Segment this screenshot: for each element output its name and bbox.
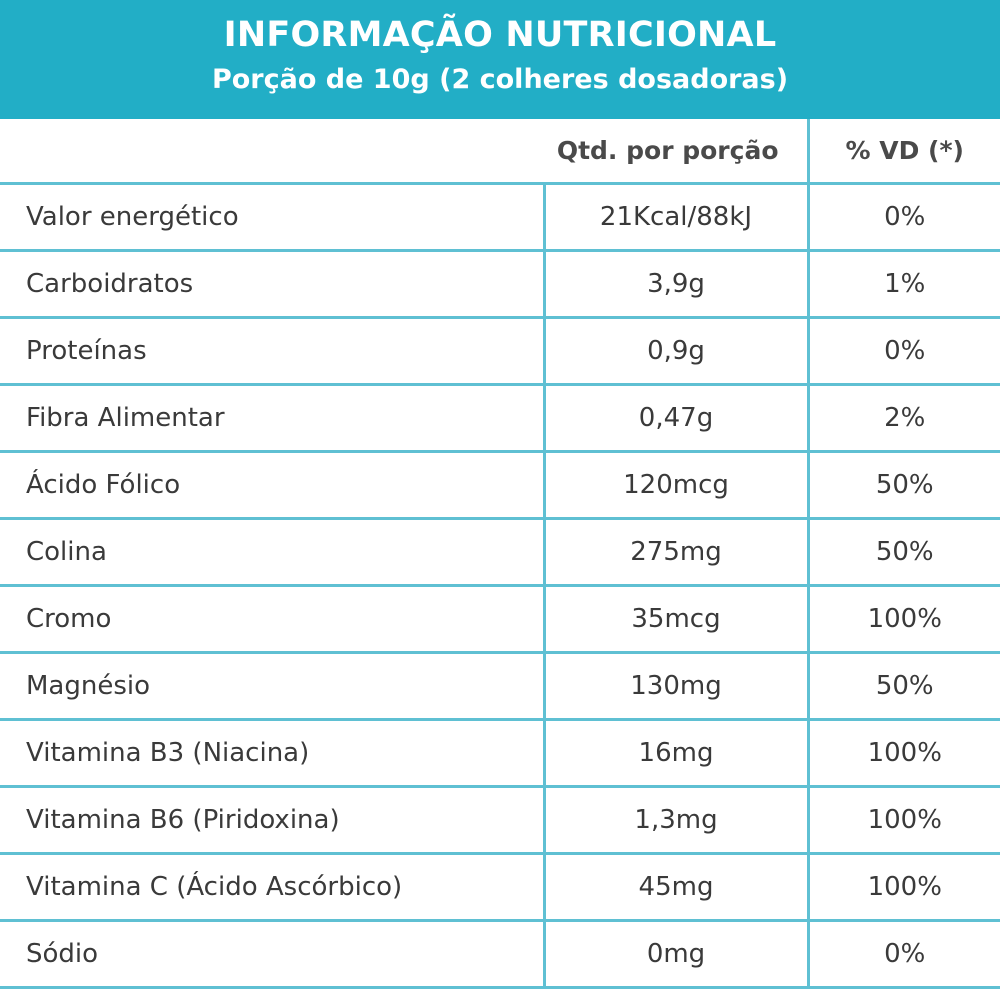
nutrient-daily-value: 0% (806, 920, 1000, 989)
nutrient-name: Sódio (0, 920, 544, 989)
nutrient-daily-value: 2% (806, 384, 1000, 453)
nutrition-header: INFORMAÇÃO NUTRICIONAL Porção de 10g (2 … (0, 0, 1000, 119)
nutrient-daily-value: 0% (806, 317, 1000, 386)
nutrient-daily-value: 50% (806, 451, 1000, 520)
nutrient-quantity: 35mcg (542, 585, 808, 654)
nutrient-name: Vitamina B3 (Niacina) (0, 719, 544, 788)
nutrient-name: Magnésio (0, 652, 544, 721)
nutrient-name: Ácido Fólico (0, 451, 544, 520)
nutrient-name: Vitamina B6 (Piridoxina) (0, 786, 544, 855)
nutrient-daily-value: 100% (806, 585, 1000, 654)
nutrient-quantity: 0,9g (542, 317, 808, 386)
table-row: Fibra Alimentar 0,47g 2% (0, 384, 1000, 453)
nutrient-quantity: 275mg (542, 518, 808, 587)
nutrition-table: Qtd. por porção % VD (*) Valor energétic… (0, 119, 1000, 989)
nutrient-daily-value: 50% (806, 652, 1000, 721)
nutrient-quantity: 0,47g (542, 384, 808, 453)
nutrition-title: INFORMAÇÃO NUTRICIONAL (223, 15, 777, 55)
column-header-quantity: Qtd. por porção (544, 119, 808, 185)
nutrient-daily-value: 1% (806, 250, 1000, 319)
nutrient-quantity: 120mcg (542, 451, 808, 520)
table-row: Sódio 0mg 0% (0, 920, 1000, 989)
column-header-nutrient (0, 119, 544, 185)
nutrient-name: Carboidratos (0, 250, 544, 319)
nutrient-quantity: 45mg (542, 853, 808, 922)
column-header-daily-value: % VD (*) (806, 119, 1000, 185)
table-row: Vitamina B3 (Niacina) 16mg 100% (0, 719, 1000, 788)
nutrient-daily-value: 50% (806, 518, 1000, 587)
nutrient-quantity: 21Kcal/88kJ (542, 183, 808, 252)
nutrient-quantity: 0mg (542, 920, 808, 989)
nutrient-name: Proteínas (0, 317, 544, 386)
nutrient-name: Valor energético (0, 183, 544, 252)
table-row: Cromo 35mcg 100% (0, 585, 1000, 654)
nutrient-quantity: 1,3mg (542, 786, 808, 855)
table-row: Proteínas 0,9g 0% (0, 317, 1000, 386)
nutrient-name: Cromo (0, 585, 544, 654)
table-row: Vitamina C (Ácido Ascórbico) 45mg 100% (0, 853, 1000, 922)
nutrient-name: Vitamina C (Ácido Ascórbico) (0, 853, 544, 922)
nutrient-daily-value: 100% (806, 786, 1000, 855)
table-header-row: Qtd. por porção % VD (*) (0, 119, 1000, 185)
nutrient-daily-value: 100% (806, 719, 1000, 788)
table-row: Colina 275mg 50% (0, 518, 1000, 587)
nutrient-quantity: 16mg (542, 719, 808, 788)
nutrient-daily-value: 100% (806, 853, 1000, 922)
serving-size: Porção de 10g (2 colheres dosadoras) (211, 64, 789, 95)
table-row: Magnésio 130mg 50% (0, 652, 1000, 721)
table-row: Vitamina B6 (Piridoxina) 1,3mg 100% (0, 786, 1000, 855)
nutrient-daily-value: 0% (806, 183, 1000, 252)
nutrient-quantity: 3,9g (542, 250, 808, 319)
nutrient-quantity: 130mg (542, 652, 808, 721)
table-row: Carboidratos 3,9g 1% (0, 250, 1000, 319)
nutrient-name: Fibra Alimentar (0, 384, 544, 453)
table-row: Ácido Fólico 120mcg 50% (0, 451, 1000, 520)
table-row: Valor energético 21Kcal/88kJ 0% (0, 183, 1000, 252)
nutrient-name: Colina (0, 518, 544, 587)
